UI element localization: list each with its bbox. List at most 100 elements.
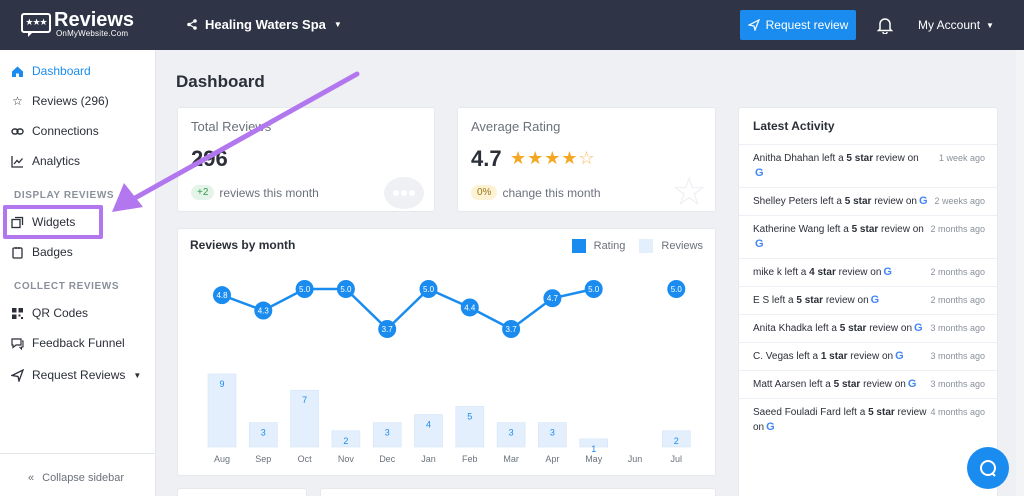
reviewer-name: C. Vegas xyxy=(753,351,794,362)
activity-text: Anitha Dhahan left a 5 star review on G xyxy=(753,151,928,181)
bar-value-label: 3 xyxy=(261,428,266,438)
bar-value-label: 7 xyxy=(302,395,307,405)
delta-badge: +2 xyxy=(191,185,215,200)
delta-caption: change this month xyxy=(502,185,601,200)
sidebar-item-reviews[interactable]: ☆ Reviews (296) xyxy=(11,91,109,111)
activity-text: Anita Khadka left a 5 star review on G xyxy=(753,321,928,336)
sidebar-item-label: Dashboard xyxy=(32,64,91,78)
section-label-collect: COLLECT REVIEWS xyxy=(14,281,120,292)
x-tick-label: Dec xyxy=(379,454,396,464)
account-label: My Account xyxy=(918,18,981,32)
legend-swatch-reviews xyxy=(639,239,654,253)
rating-point xyxy=(419,280,438,298)
rating-value-label: 4.3 xyxy=(258,307,270,316)
activity-time: 4 months ago xyxy=(930,407,985,417)
reviewer-name: mike k xyxy=(753,267,782,278)
collapse-sidebar-button[interactable]: « Collapse sidebar xyxy=(28,472,124,484)
activity-time: 2 weeks ago xyxy=(934,196,985,206)
activity-time: 3 months ago xyxy=(930,351,985,361)
bell-icon[interactable] xyxy=(877,16,893,34)
activity-text: Matt Aarsen left a 5 star review on G xyxy=(753,377,928,392)
page-title: Dashboard xyxy=(176,72,265,91)
sidebar-item-widgets[interactable]: Widgets xyxy=(11,212,75,232)
rating-value-label: 5.0 xyxy=(299,285,311,294)
sidebar-item-feedback-funnel[interactable]: Feedback Funnel xyxy=(11,333,125,353)
x-tick-label: Apr xyxy=(545,454,559,464)
rating-point xyxy=(213,286,231,305)
section-label-display: DISPLAY REVIEWS xyxy=(14,190,115,201)
activity-time: 1 week ago xyxy=(938,153,985,163)
average-rating-footer: 0% change this month xyxy=(471,185,601,200)
legend-label-rating: Rating xyxy=(593,240,626,252)
chat-support-button[interactable] xyxy=(967,447,1009,489)
star-count: 5 star xyxy=(844,196,872,207)
activity-item[interactable]: Katherine Wang left a 5 star review on G… xyxy=(739,215,997,258)
request-review-label: Request review xyxy=(765,18,849,32)
sidebar-item-label: Analytics xyxy=(32,154,81,168)
request-review-button[interactable]: Request review xyxy=(740,10,856,40)
activity-text-post: review on xyxy=(847,351,894,362)
location-selector[interactable]: Healing Waters Spa ▼ xyxy=(187,17,342,32)
sidebar: Dashboard ☆ Reviews (296) Connections An… xyxy=(0,50,156,496)
activity-text-post: review on xyxy=(873,153,919,164)
activity-item[interactable]: Shelley Peters left a 5 star review on G… xyxy=(739,187,997,215)
divider xyxy=(0,453,155,454)
bar xyxy=(579,438,609,448)
sidebar-item-dashboard[interactable]: Dashboard xyxy=(11,61,91,81)
sidebar-item-qr-codes[interactable]: QR Codes xyxy=(11,303,88,323)
sidebar-item-request-reviews[interactable]: Request Reviews ▼ xyxy=(11,365,141,385)
bar-value-label: 1 xyxy=(591,444,596,454)
x-tick-label: Mar xyxy=(503,454,519,464)
activity-text-post: review on xyxy=(866,323,913,334)
rating-point xyxy=(378,320,397,338)
reviewer-name: Shelley Peters xyxy=(753,196,818,207)
sidebar-item-connections[interactable]: Connections xyxy=(11,121,99,141)
account-menu[interactable]: My Account ▼ xyxy=(918,18,994,32)
star-count: 4 star xyxy=(809,267,836,278)
star-icon: ☆ xyxy=(12,94,23,108)
total-reviews-footer: +2 reviews this month xyxy=(191,185,319,200)
rating-line xyxy=(221,287,594,331)
rating-value-label: 4.8 xyxy=(216,291,228,300)
activity-text-pre: left a xyxy=(824,224,852,235)
sidebar-item-analytics[interactable]: Analytics xyxy=(11,151,80,171)
x-tick-label: Feb xyxy=(462,454,478,464)
average-rating-label: Average Rating xyxy=(471,119,561,134)
total-reviews-value: 296 xyxy=(191,146,228,171)
google-icon: G xyxy=(883,266,892,278)
activity-text-pre: left a xyxy=(769,295,797,306)
bar xyxy=(538,422,567,448)
bar xyxy=(661,430,691,448)
bottom-card xyxy=(320,488,716,496)
activity-text-post: review on xyxy=(860,379,906,390)
reviews-by-month-card: Reviews by month Rating Reviews 9 Aug 3 Sep… xyxy=(177,228,716,476)
scrollbar[interactable] xyxy=(1016,50,1024,496)
google-icon: G xyxy=(870,294,880,306)
bar-value-label: 4 xyxy=(426,420,431,430)
link-icon xyxy=(11,127,24,135)
bar-value-label: 3 xyxy=(550,428,555,438)
rating-value-label: 3.7 xyxy=(506,325,518,334)
double-chevron-left-icon: « xyxy=(28,472,35,484)
activity-text-pre: left a xyxy=(812,323,840,334)
logo[interactable]: ★★★ Reviews OnMyWebsite.Com xyxy=(21,9,137,41)
activity-time: 3 months ago xyxy=(930,379,985,389)
google-icon: G xyxy=(919,195,928,207)
activity-text-post: review on xyxy=(835,267,882,278)
sidebar-item-badges[interactable]: Badges xyxy=(11,242,73,262)
rating-point xyxy=(460,298,479,317)
reviewer-name: Matt Aarsen xyxy=(753,379,807,390)
star-count: 5 star xyxy=(839,323,867,334)
bar-value-label: 9 xyxy=(219,379,224,389)
reviewer-name: E S xyxy=(753,295,770,306)
activity-item[interactable]: Anitha Dhahan left a 5 star review on G 1… xyxy=(739,144,997,187)
activity-item[interactable]: Saeed Fouladi Fard left a 5 star review … xyxy=(739,398,997,441)
rating-point xyxy=(295,280,314,298)
activity-text-post: review on xyxy=(823,295,869,306)
chevron-down-icon: ▼ xyxy=(133,370,142,380)
